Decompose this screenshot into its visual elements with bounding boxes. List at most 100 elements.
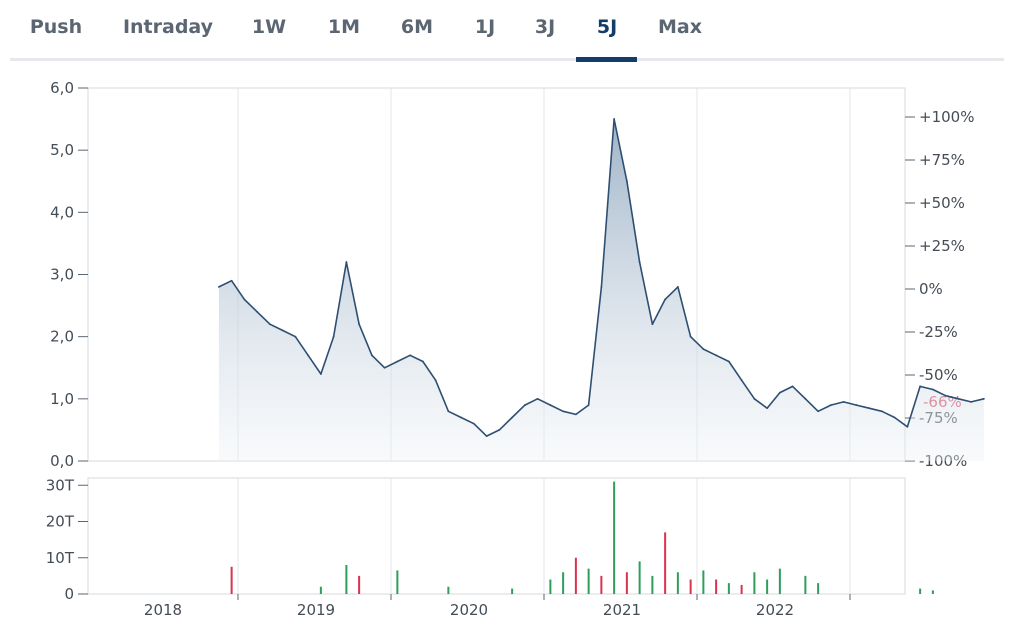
- price-point: [421, 360, 424, 363]
- volume-bar: [319, 586, 322, 594]
- volume-bar: [511, 588, 514, 594]
- volume-tick-label: 0: [64, 585, 74, 603]
- price-point: [358, 323, 361, 326]
- volume-bar: [600, 575, 603, 594]
- volume-bar: [740, 584, 743, 594]
- price-point: [982, 397, 985, 400]
- timeframe-tabs: Push Intraday 1W 1M 6M 1J 3J 5J Max: [0, 0, 1024, 62]
- price-point: [664, 298, 667, 301]
- volume-bar: [396, 570, 399, 594]
- price-point: [919, 385, 922, 388]
- y-tick-label: 2,0: [50, 328, 74, 346]
- price-point: [613, 118, 616, 120]
- price-point: [409, 354, 412, 357]
- tab-5j[interactable]: 5J: [596, 16, 618, 38]
- volume-bar: [447, 586, 450, 594]
- volume-bar: [676, 572, 679, 594]
- price-point: [766, 407, 769, 410]
- price-point: [944, 394, 947, 397]
- x-tick-label: 2020: [450, 601, 488, 619]
- volume-bar: [715, 579, 718, 594]
- price-point: [574, 413, 577, 416]
- volume-bar: [358, 575, 361, 594]
- price-point: [549, 404, 552, 406]
- price-point: [893, 416, 896, 419]
- tab-max[interactable]: Max: [658, 16, 702, 38]
- tab-3j[interactable]: 3J: [534, 16, 556, 38]
- volume-bar: [625, 572, 628, 594]
- price-point: [217, 286, 220, 288]
- y-tick-label: 0,0: [50, 452, 74, 470]
- price-point: [319, 373, 322, 375]
- price-point: [804, 397, 807, 400]
- volume-bar: [689, 579, 692, 594]
- volume-bar: [638, 561, 641, 594]
- price-point: [536, 397, 539, 400]
- right-tick-label: -25%: [919, 323, 958, 341]
- price-point: [868, 407, 871, 410]
- price-point: [906, 425, 909, 428]
- volume-bar: [702, 570, 705, 594]
- volume-bar: [919, 588, 922, 594]
- price-point: [715, 354, 718, 357]
- price-point: [370, 354, 373, 357]
- price-point: [332, 335, 335, 338]
- y-tick-label: 5,0: [50, 141, 74, 159]
- volume-bar: [549, 579, 552, 594]
- tabs-divider: [10, 58, 1004, 61]
- price-point: [511, 416, 514, 419]
- tab-intraday[interactable]: Intraday: [122, 16, 214, 38]
- volume-bar: [345, 565, 348, 594]
- price-point: [307, 354, 310, 357]
- y-tick-label: 1,0: [50, 390, 74, 408]
- volume-tick-label: 10T: [46, 549, 75, 567]
- volume-bar: [562, 572, 565, 594]
- x-tick-label: 2022: [756, 601, 794, 619]
- price-point: [268, 323, 271, 326]
- tab-1w[interactable]: 1W: [251, 16, 287, 38]
- price-point: [396, 360, 399, 363]
- price-point: [676, 286, 679, 288]
- price-point: [702, 348, 705, 350]
- price-point: [970, 401, 973, 403]
- price-point: [434, 379, 437, 382]
- right-tick-label: +50%: [919, 194, 965, 212]
- volume-bar: [817, 583, 820, 594]
- tab-push[interactable]: Push: [29, 16, 83, 38]
- tab-1j[interactable]: 1J: [474, 16, 496, 38]
- volume-bar: [664, 532, 667, 594]
- price-point: [817, 410, 820, 413]
- price-point: [383, 366, 386, 369]
- price-point: [855, 404, 858, 406]
- price-point: [651, 323, 654, 326]
- price-point: [523, 404, 526, 406]
- x-tick-label: 2019: [297, 601, 335, 619]
- x-tick-label: 2021: [603, 601, 641, 619]
- volume-plot-frame: [87, 477, 906, 595]
- price-point: [281, 329, 284, 332]
- volume-bar: [804, 575, 807, 594]
- price-point: [472, 422, 475, 425]
- price-point: [689, 335, 692, 338]
- price-point: [485, 435, 488, 438]
- x-tick-label: 2018: [144, 601, 182, 619]
- price-point: [778, 391, 781, 394]
- right-tick-label: +75%: [919, 151, 965, 169]
- price-point: [638, 261, 641, 263]
- price-point: [243, 298, 246, 301]
- tab-1m[interactable]: 1M: [327, 16, 361, 38]
- volume-bar: [778, 568, 781, 594]
- price-point: [931, 388, 934, 391]
- volume-bar: [230, 566, 233, 594]
- price-point: [791, 385, 794, 388]
- right-tick-label: +25%: [919, 237, 965, 255]
- volume-bar: [727, 583, 730, 594]
- price-point: [498, 429, 501, 431]
- price-point: [842, 401, 845, 403]
- price-point: [230, 279, 233, 282]
- volume-tick-label: 30T: [46, 476, 75, 494]
- price-point: [294, 335, 297, 338]
- price-point: [256, 310, 259, 313]
- tab-6m[interactable]: 6M: [400, 16, 434, 38]
- volume-bar: [766, 579, 769, 594]
